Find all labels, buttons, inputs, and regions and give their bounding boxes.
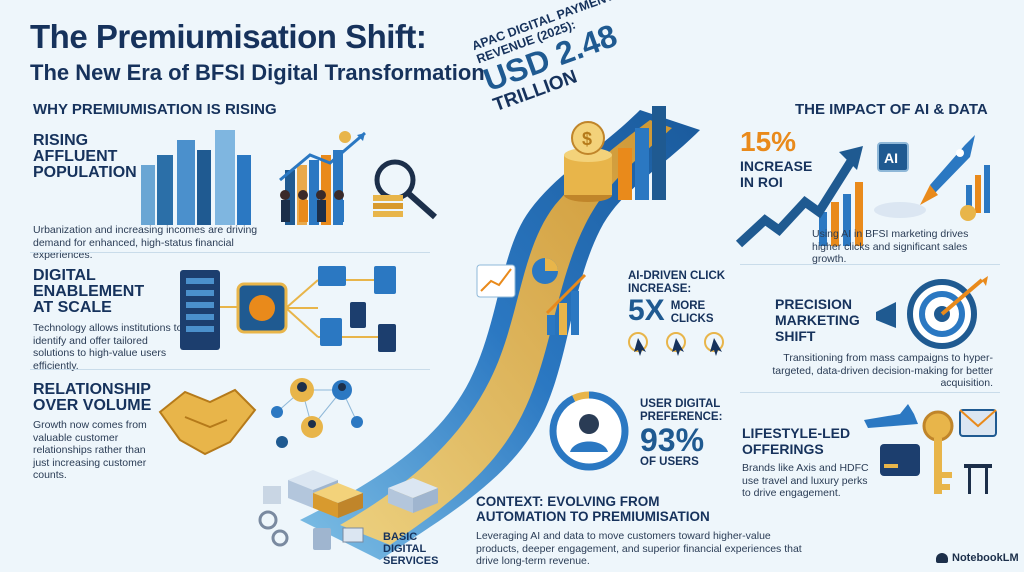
click-unit: MORE CLICKS bbox=[670, 300, 714, 325]
item-relationship-volume: RELATIONSHIP OVER VOLUME bbox=[33, 382, 153, 414]
item-text-lifestyle: Brands like Axis and HDFC use travel and… bbox=[742, 462, 869, 499]
right-heading: THE IMPACT OF AI & DATA bbox=[795, 101, 988, 118]
brand-logo: NotebookLM bbox=[936, 552, 1019, 564]
handshake-icon bbox=[158, 388, 257, 456]
context-title: CONTEXT: EVOLVING FROM AUTOMATION TO PRE… bbox=[476, 494, 710, 524]
svg-text:AI: AI bbox=[884, 150, 898, 166]
roi-text: Using AI in BFSI marketing drives higher… bbox=[812, 228, 969, 265]
item-title-precision: PRECISION MARKETING SHIFT bbox=[775, 296, 860, 344]
brand-name: NotebookLM bbox=[952, 552, 1019, 564]
pref-label: USER DIGITAL PREFERENCE: bbox=[640, 398, 723, 423]
item-title: RELATIONSHIP OVER VOLUME bbox=[33, 381, 152, 414]
roi-label: INCREASE IN ROI bbox=[740, 158, 813, 190]
cursor-click-icons bbox=[628, 332, 724, 356]
ai-rocket-icon: AI bbox=[874, 135, 990, 221]
user-preference-ring-icon bbox=[549, 391, 629, 471]
ribbon-charts-icon bbox=[476, 258, 587, 335]
context-text: Leveraging AI and data to move customers… bbox=[476, 530, 802, 567]
people-network-icon bbox=[271, 378, 363, 448]
roi-value: 15% bbox=[740, 126, 797, 157]
click-increase-block: AI-DRIVEN CLICK INCREASE: 5X MORE CLICKS bbox=[628, 270, 738, 326]
page-subtitle: The New Era of BFSI Digital Transformati… bbox=[30, 60, 485, 85]
item-title: RISING AFFLUENT POPULATION bbox=[33, 132, 137, 181]
item-digital-enablement: DIGITAL ENABLEMENT AT SCALE bbox=[33, 268, 148, 316]
notebooklm-icon bbox=[936, 553, 948, 563]
target-megaphone-icon bbox=[876, 276, 988, 349]
basic-services-cubes-icon bbox=[258, 470, 438, 550]
item-title-lifestyle: LIFESTYLE-LED OFFERINGS bbox=[742, 425, 851, 457]
svg-text:$: $ bbox=[582, 129, 592, 149]
growth-arrow-chart-icon bbox=[735, 146, 863, 248]
basic-services-label: BASIC DIGITAL SERVICES bbox=[383, 531, 439, 567]
user-preference-block: USER DIGITAL PREFERENCE: 93% OF USERS bbox=[640, 398, 730, 468]
city-skyline-icon bbox=[141, 130, 437, 225]
coin-stack-bars-icon: $ bbox=[564, 106, 666, 202]
click-label: AI-DRIVEN CLICK INCREASE: bbox=[628, 270, 726, 295]
item-text-precision: Transitioning from mass campaigns to hyp… bbox=[772, 352, 993, 389]
pref-unit: OF USERS bbox=[640, 456, 699, 468]
ai-server-network-icon bbox=[180, 266, 396, 352]
page-title: The Premiumisation Shift: bbox=[30, 18, 427, 55]
item-text: Technology allows institutions to identi… bbox=[33, 322, 183, 372]
item-text: Growth now comes from valuable customer … bbox=[33, 419, 147, 481]
item-text: Urbanization and increasing incomes are … bbox=[33, 224, 258, 261]
click-value: 5X bbox=[628, 294, 665, 327]
item-rising-affluent: RISING AFFLUENT POPULATION bbox=[33, 132, 137, 181]
travel-luxury-perks-icon bbox=[864, 404, 997, 494]
item-title: DIGITAL ENABLEMENT AT SCALE bbox=[33, 267, 145, 316]
left-heading: WHY PREMIUMISATION IS RISING bbox=[33, 101, 277, 118]
pref-value: 93% bbox=[640, 422, 705, 458]
